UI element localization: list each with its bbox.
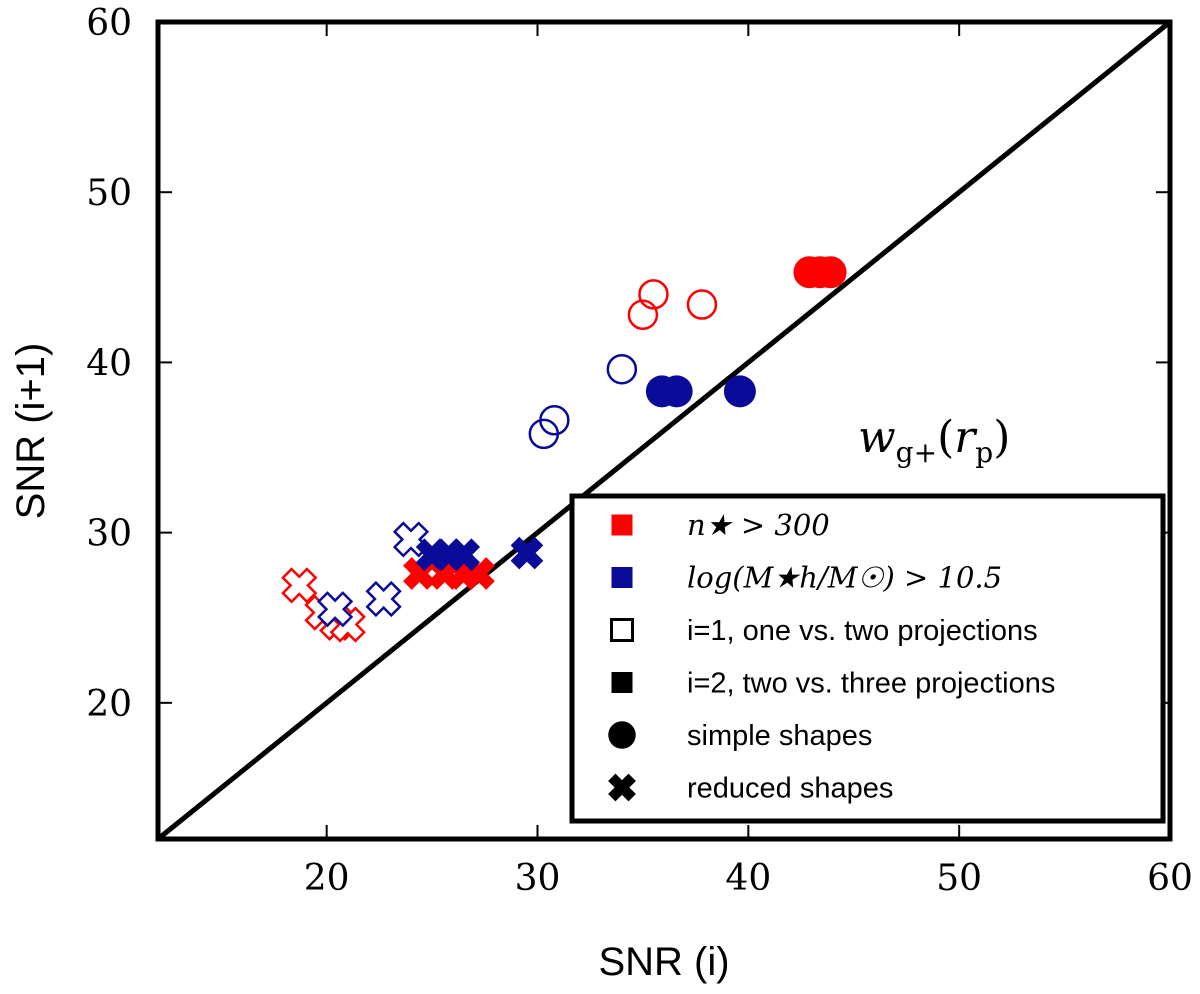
legend-swatch bbox=[611, 514, 633, 536]
x-tick-label: 30 bbox=[515, 858, 561, 899]
x-axis-label: SNR (i) bbox=[598, 940, 729, 984]
legend-label: n★ > 300 bbox=[687, 508, 830, 542]
data-point-cross-open bbox=[365, 580, 402, 618]
legend-swatch bbox=[611, 672, 633, 693]
x-tick-label: 50 bbox=[936, 858, 982, 899]
annotation-wgplus: wg+(rp) bbox=[858, 412, 1010, 469]
legend-label: simple shapes bbox=[687, 720, 872, 752]
data-marks bbox=[281, 256, 847, 643]
data-point-circle-open bbox=[638, 279, 669, 310]
data-point-circle-filled bbox=[660, 375, 693, 408]
legend-box bbox=[569, 493, 1166, 824]
legend: n★ > 300 log(M★h/M☉) > 10.5 i=1, one vs. t… bbox=[569, 493, 1166, 824]
y-axis-label: SNR (i+1) bbox=[9, 343, 53, 520]
data-point-circle-filled bbox=[723, 375, 756, 408]
data-point-circle-open bbox=[606, 353, 638, 385]
legend-entries: n★ > 300 log(M★h/M☉) > 10.5 i=1, one vs. t… bbox=[608, 508, 1055, 805]
y-tick-label: 40 bbox=[86, 343, 132, 384]
legend-circle-icon bbox=[608, 721, 636, 749]
legend-label: i=1, one vs. two projections bbox=[687, 615, 1038, 647]
data-point-circle-filled bbox=[814, 256, 847, 289]
x-tick-label: 40 bbox=[725, 858, 771, 899]
x-tick-label: 60 bbox=[1147, 858, 1193, 899]
legend-cross-icon bbox=[608, 773, 636, 802]
tick-labels: 20 30 40 50 60 20 30 40 50 60 bbox=[86, 3, 1193, 899]
data-point-circle-open bbox=[686, 289, 718, 320]
data-point-cross-filled bbox=[510, 536, 544, 570]
data-point-cross-filled bbox=[447, 538, 481, 572]
legend-swatch bbox=[611, 567, 633, 588]
y-tick-label: 30 bbox=[86, 514, 132, 555]
data-point-cross-open bbox=[281, 567, 318, 604]
legend-swatch bbox=[610, 618, 634, 642]
legend-label: reduced shapes bbox=[687, 773, 893, 805]
x-tick-label: 20 bbox=[304, 858, 350, 899]
data-point-circle-open bbox=[539, 405, 570, 436]
plot-frame bbox=[155, 19, 1173, 842]
y-tick-label: 20 bbox=[86, 684, 132, 725]
legend-label: i=2, two vs. three projections bbox=[687, 668, 1055, 700]
y-tick-label: 60 bbox=[86, 3, 132, 44]
data-point-cross-open bbox=[316, 591, 354, 628]
reference-line-y-equals-x bbox=[156, 20, 1172, 841]
legend-label: log(M★h/M☉) > 10.5 bbox=[687, 561, 1002, 595]
data-point-circle-open bbox=[627, 299, 659, 331]
y-tick-label: 50 bbox=[86, 173, 132, 214]
